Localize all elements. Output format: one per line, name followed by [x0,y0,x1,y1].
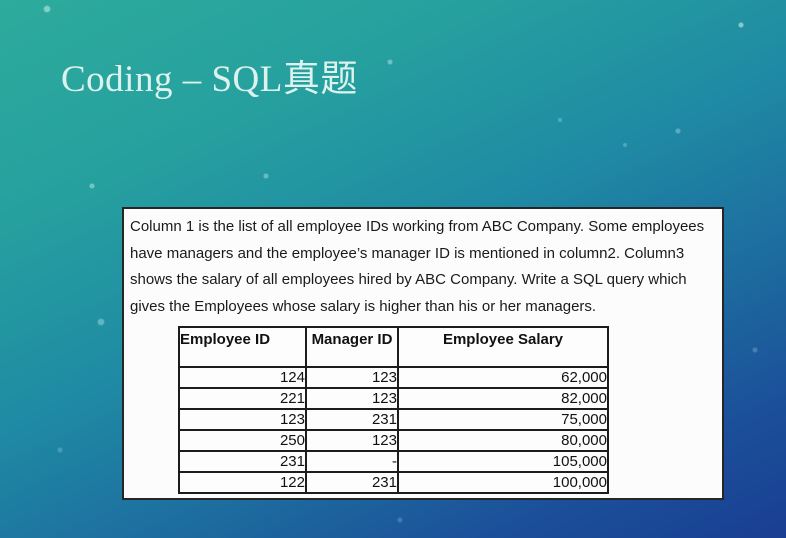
table-cell: 105,000 [397,450,609,473]
header-manager-id: Manager ID [305,326,399,368]
problem-description: Column 1 is the list of all employee IDs… [130,218,705,315]
table-cell: 100,000 [397,471,609,494]
table-cell: - [305,450,399,473]
header-employee-id: Employee ID [178,326,307,368]
problem-panel: Column 1 is the list of all employee IDs… [122,207,724,500]
table-header-row: Employee ID Manager ID Employee Salary [178,326,609,368]
table-cell: 80,000 [397,429,609,452]
table-cell: 123 [305,366,399,389]
table-row: 124 123 62,000 [178,366,609,389]
table-cell: 124 [178,366,307,389]
header-employee-salary: Employee Salary [397,326,609,368]
table-row: 250 123 80,000 [178,429,609,452]
table-row: 123 231 75,000 [178,408,609,431]
table-cell: 231 [305,471,399,494]
table-row: 221 123 82,000 [178,387,609,410]
table-cell: 123 [305,387,399,410]
table-cell: 75,000 [397,408,609,431]
table-row: 231 - 105,000 [178,450,609,473]
table-cell: 82,000 [397,387,609,410]
table-cell: 123 [178,408,307,431]
table-row: 122 231 100,000 [178,471,609,494]
slide-title: Coding – SQL真题 [61,59,358,100]
table-cell: 123 [305,429,399,452]
table-cell: 221 [178,387,307,410]
table-cell: 231 [178,450,307,473]
table-cell: 231 [305,408,399,431]
table-cell: 62,000 [397,366,609,389]
table-cell: 250 [178,429,307,452]
employee-table: Employee ID Manager ID Employee Salary 1… [178,326,609,494]
table-cell: 122 [178,471,307,494]
